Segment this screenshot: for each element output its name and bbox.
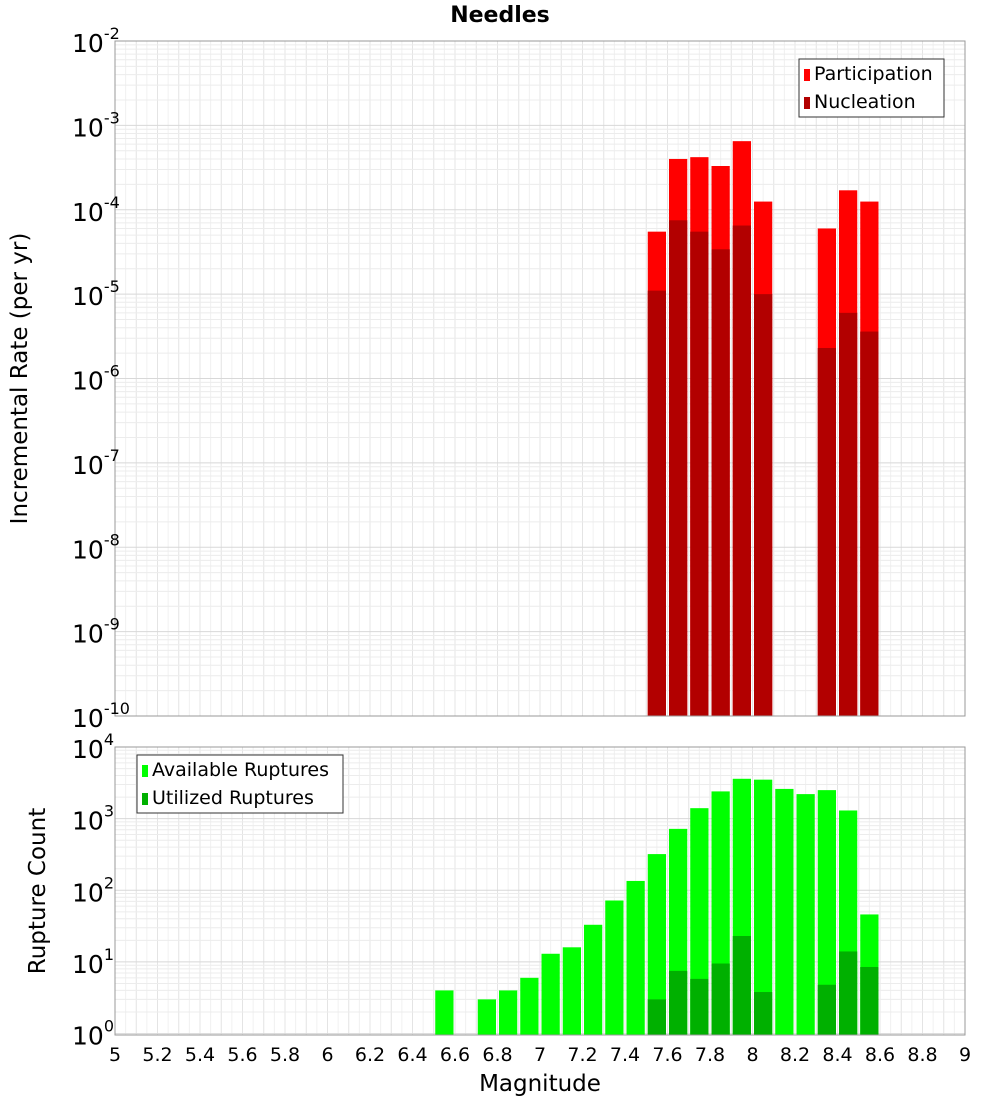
x-tick-label: 6.4 xyxy=(397,1044,427,1066)
y-tick-label: 100 xyxy=(72,1017,114,1051)
bar-utilized-ruptures xyxy=(732,936,751,1035)
chart-title: Needles xyxy=(450,3,550,28)
bar-available-ruptures xyxy=(647,854,666,1035)
bar-utilized-ruptures xyxy=(839,951,858,1035)
bar-available-ruptures xyxy=(541,953,560,1035)
bar-utilized-ruptures xyxy=(711,963,730,1035)
legend-label: Available Ruptures xyxy=(152,759,329,781)
x-tick-label: 5 xyxy=(109,1044,121,1066)
bar-available-ruptures xyxy=(626,880,645,1035)
y-axis-label-rate: Incremental Rate (per yr) xyxy=(7,233,33,525)
bar-nucleation xyxy=(860,331,879,716)
legend: Available Ruptures Utilized Ruptures xyxy=(136,754,344,814)
x-tick-label: 7 xyxy=(534,1044,546,1066)
bar-available-ruptures xyxy=(817,790,836,1035)
bar-nucleation xyxy=(647,290,666,716)
bar-nucleation xyxy=(669,220,688,717)
chart-panel-count: 104 103 102 101 100 Rupture Count 5 5.2 5.4 5.6 5.… xyxy=(25,730,971,1097)
legend-box xyxy=(798,58,945,118)
grid xyxy=(115,41,965,716)
legend-box xyxy=(136,754,344,814)
bar-utilized-ruptures xyxy=(860,966,879,1035)
bar-available-ruptures xyxy=(520,977,539,1035)
y-tick-label: 10-9 xyxy=(72,615,120,649)
y-tick-label: 10-3 xyxy=(72,108,120,142)
y-tick-label: 103 xyxy=(72,802,114,836)
bar-nucleation xyxy=(711,249,730,716)
bar-nucleation xyxy=(817,347,836,716)
chart-panel-rate: 10-2 10-3 10-4 10-5 10-6 10-7 10-8 10-9 10-10 Inc… xyxy=(7,3,966,733)
y-tick-label: 10-6 xyxy=(72,362,120,396)
x-tick-label: 8.4 xyxy=(822,1044,852,1066)
plot-border xyxy=(114,40,966,717)
legend-swatch xyxy=(142,765,148,777)
x-tick-label: 6.6 xyxy=(440,1044,470,1066)
x-tick-label: 6.2 xyxy=(355,1044,385,1066)
x-tick-label: 8.6 xyxy=(865,1044,895,1066)
legend-label: Participation xyxy=(814,63,933,85)
x-axis-label: Magnitude xyxy=(479,1071,601,1097)
y-tick-label: 102 xyxy=(72,873,114,907)
x-tick-label: 6.8 xyxy=(482,1044,512,1066)
x-tick-label: 8.8 xyxy=(907,1044,937,1066)
bar-available-ruptures xyxy=(435,990,454,1035)
bar-utilized-ruptures xyxy=(647,999,666,1035)
bar-available-ruptures xyxy=(690,808,709,1035)
bar-available-ruptures xyxy=(562,947,581,1035)
legend-swatch xyxy=(804,69,810,81)
x-tick-label: 7.8 xyxy=(695,1044,725,1066)
bar-available-ruptures xyxy=(499,990,518,1035)
series-utilized-ruptures xyxy=(647,936,879,1035)
x-tick-label: 7.6 xyxy=(652,1044,682,1066)
x-tick-label: 7.2 xyxy=(567,1044,597,1066)
y-tick-label: 10-4 xyxy=(72,193,120,227)
plot-border xyxy=(114,746,966,1036)
bar-available-ruptures xyxy=(796,794,815,1035)
legend: Participation Nucleation xyxy=(798,58,945,118)
x-tick-label: 8 xyxy=(746,1044,758,1066)
legend-label: Nucleation xyxy=(814,91,916,113)
x-tick-label: 6 xyxy=(321,1044,333,1066)
y-tick-label: 10-2 xyxy=(72,24,120,58)
y-tick-label: 10-5 xyxy=(72,277,120,311)
bar-nucleation xyxy=(690,231,709,716)
bar-nucleation xyxy=(732,225,751,716)
series-nucleation xyxy=(647,220,879,717)
series-available-ruptures xyxy=(435,778,879,1035)
bar-available-ruptures xyxy=(584,924,603,1035)
bar-nucleation xyxy=(839,312,858,716)
bar-utilized-ruptures xyxy=(754,992,773,1035)
x-tick-label: 5.8 xyxy=(270,1044,300,1066)
legend-swatch xyxy=(142,793,148,805)
bar-utilized-ruptures xyxy=(669,970,688,1035)
y-tick-label: 10-10 xyxy=(72,699,130,733)
y-axis-label-count: Rupture Count xyxy=(25,808,51,974)
bar-nucleation xyxy=(754,294,773,716)
x-tick-label: 7.4 xyxy=(610,1044,640,1066)
x-tick-label: 5.4 xyxy=(185,1044,215,1066)
bar-utilized-ruptures xyxy=(817,984,836,1035)
x-tick-label: 8.2 xyxy=(780,1044,810,1066)
legend-swatch xyxy=(804,97,810,109)
x-tick-label: 9 xyxy=(959,1044,971,1066)
y-tick-label: 101 xyxy=(72,945,114,979)
bar-available-ruptures xyxy=(754,779,773,1035)
bar-utilized-ruptures xyxy=(690,978,709,1035)
x-tick-label: 5.2 xyxy=(142,1044,172,1066)
bar-available-ruptures xyxy=(605,900,624,1035)
x-tick-label: 5.6 xyxy=(227,1044,257,1066)
y-tick-label: 10-8 xyxy=(72,530,120,564)
bar-available-ruptures xyxy=(477,999,496,1035)
bar-available-ruptures xyxy=(775,788,794,1035)
legend-label: Utilized Ruptures xyxy=(152,787,314,809)
y-tick-label: 104 xyxy=(72,730,114,764)
y-tick-label: 10-7 xyxy=(72,446,120,480)
